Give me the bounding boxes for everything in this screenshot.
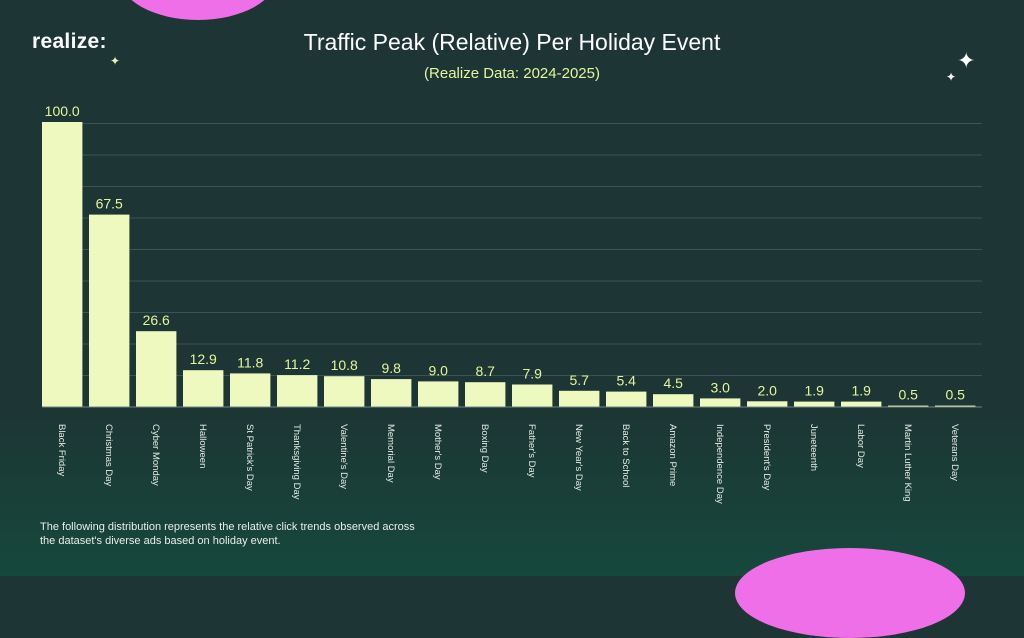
data-label: 11.2 — [284, 356, 310, 372]
bar — [653, 394, 694, 407]
tick-label: Juneteenth — [808, 424, 819, 471]
sparkle-icon: ✦ — [957, 48, 976, 73]
data-label: 1.9 — [851, 383, 871, 399]
bar — [747, 401, 788, 407]
bar — [42, 122, 83, 407]
data-label: 0.5 — [945, 387, 965, 403]
bar — [606, 391, 647, 407]
tick-label: Back to School — [620, 424, 631, 487]
tick-label: Valentine's Day — [338, 424, 349, 489]
tick-label: Independence Day — [714, 424, 725, 504]
data-label: 8.7 — [475, 363, 495, 379]
tick-label: Veterans Day — [949, 424, 960, 481]
data-label: 12.9 — [190, 351, 217, 367]
bar — [559, 390, 600, 407]
tick-label: Labor Day — [855, 424, 866, 468]
bar — [935, 405, 976, 408]
bar — [277, 375, 318, 407]
bar — [324, 376, 365, 407]
sparkle-icon: ✦ — [946, 70, 957, 84]
tick-label: Halloween — [197, 424, 208, 468]
data-label: 0.5 — [898, 387, 918, 403]
data-label: 9.0 — [428, 362, 448, 378]
data-label: 10.8 — [331, 357, 358, 373]
tick-label: Black Friday — [56, 424, 67, 477]
tick-label: Boxing Day — [479, 424, 490, 473]
bar — [418, 381, 459, 408]
bar — [465, 382, 506, 407]
bar — [841, 401, 882, 407]
bar — [183, 370, 224, 407]
data-label: 9.8 — [381, 360, 401, 376]
data-label: 5.7 — [569, 372, 589, 388]
footnote: The following distribution represents th… — [40, 521, 415, 547]
data-label: 3.0 — [710, 379, 730, 395]
tick-label: Mother's Day — [432, 424, 443, 480]
data-label: 67.5 — [96, 196, 123, 212]
bar — [512, 384, 553, 407]
tick-label: Father's Day — [526, 424, 537, 478]
brand-logo: realize: — [32, 30, 107, 53]
data-label: 26.6 — [143, 312, 170, 328]
tick-label: Amazon Prime — [667, 424, 678, 486]
bar — [700, 398, 741, 407]
data-label: 11.8 — [237, 354, 263, 370]
bar — [371, 379, 412, 407]
tick-label: President's Day — [761, 424, 772, 490]
tick-label: Martin Luther King — [902, 424, 913, 502]
tick-label: New Year's Day — [573, 424, 584, 491]
bar — [230, 373, 271, 407]
tick-label: Memorial Day — [385, 424, 396, 483]
data-label: 1.9 — [804, 383, 824, 399]
tick-label: Cyber Monday — [150, 424, 161, 486]
bar — [89, 214, 130, 407]
bar — [794, 401, 835, 407]
sparkle-icon: ✦ — [110, 54, 121, 68]
tick-label: Thanksgiving Day — [291, 424, 302, 500]
bar-chart: 100.0 Black Friday 67.5 Christmas Day 26.6 Cy… — [42, 103, 982, 504]
tick-label: Christmas Day — [103, 424, 114, 487]
bar — [136, 331, 177, 407]
data-label: 100.0 — [45, 103, 80, 119]
data-label: 5.4 — [616, 373, 636, 389]
tick-label: St Patrick's Day — [244, 424, 255, 491]
chart-subtitle: (Realize Data: 2024-2025) — [424, 65, 600, 82]
data-label: 4.5 — [663, 375, 683, 391]
data-label: 7.9 — [522, 366, 542, 382]
chart-title: Traffic Peak (Relative) Per Holiday Even… — [303, 29, 721, 55]
bar — [888, 405, 929, 408]
data-label: 2.0 — [757, 382, 777, 398]
